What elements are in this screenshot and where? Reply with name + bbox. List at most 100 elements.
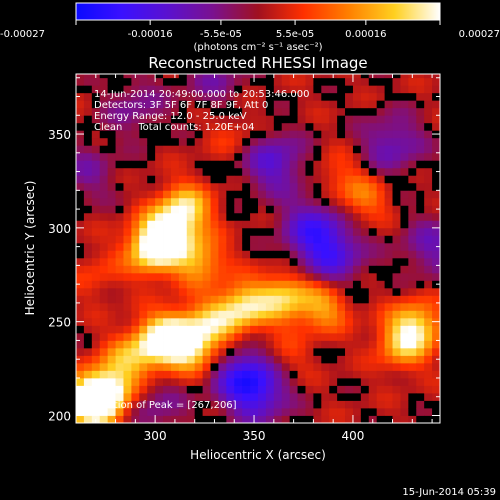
heatmap-cell [297,310,306,319]
heatmap-cell [83,107,93,116]
heatmap-cell [147,160,156,169]
heatmap-cell [155,400,164,409]
heatmap-cell [273,415,283,424]
heatmap-cell [202,227,211,236]
heatmap-cell [392,190,401,199]
heatmap-cell [242,280,251,289]
heatmap-cell [155,137,164,146]
heatmap-cell [289,100,298,109]
heatmap-cell [218,302,227,311]
heatmap-cell [258,107,267,116]
heatmap-cell [218,370,227,379]
heatmap-cell [416,400,425,409]
heatmap-cell [202,280,211,289]
heatmap-cell [210,385,219,394]
heatmap-cell [163,167,172,176]
heatmap-cell [289,205,298,214]
heatmap-cell [178,317,188,326]
heatmap-cell [178,407,188,416]
heatmap-cell [147,77,156,86]
heatmap-cell [305,257,314,266]
heatmap-cell [297,377,306,386]
heatmap-cell [289,355,298,364]
heatmap-cell [131,392,140,401]
heatmap-cell [186,415,196,424]
heatmap-cell [234,205,243,214]
heatmap-cell [297,370,306,379]
heatmap-cell [123,145,132,154]
heatmap-cell [194,310,204,319]
heatmap-cell [321,167,330,176]
heatmap-cell [345,265,354,274]
heatmap-cell [345,310,354,319]
heatmap-cell [99,137,109,146]
heatmap-cell [424,220,433,229]
heatmap-cell [384,370,393,379]
heatmap-cell [234,407,243,416]
heatmap-cell [368,137,378,146]
heatmap-cell [360,130,370,139]
heatmap-cell [147,122,156,131]
heatmap-cell [281,287,291,296]
heatmap-cell [329,355,338,364]
heatmap-cell [368,250,378,259]
heatmap-cell [273,362,283,371]
heatmap-cell [281,407,291,416]
heatmap-cell [392,115,401,124]
peak-position-label: Position of Peak = [267,206] [94,400,237,411]
heatmap-cell [218,152,227,161]
heatmap-cell [194,137,204,146]
heatmap-cell [345,130,354,139]
heatmap-cell [329,197,338,206]
heatmap-cell [226,74,235,79]
heatmap-cell [178,295,188,304]
heatmap-cell [139,400,148,409]
heatmap-cell [123,122,132,131]
heatmap-cell [242,377,251,386]
heatmap-cell [250,175,259,184]
heatmap-cell [329,347,338,356]
heatmap-cell [376,325,386,334]
heatmap-cell [107,220,116,229]
heatmap-cell [305,362,314,371]
heatmap-cell [83,115,93,124]
heatmap-cell [147,167,156,176]
heatmap-cell [297,272,306,281]
heatmap-cell [360,85,370,94]
heatmap-cell [360,167,370,176]
heatmap-cell [400,347,409,356]
heatmap-cell [250,235,259,244]
heatmap-cell [368,197,378,206]
heatmap-cell [250,392,259,401]
heatmap-cell [345,182,354,191]
heatmap-cell [83,340,93,349]
heatmap-cell [91,295,101,304]
heatmap-cell [99,272,109,281]
heatmap-cell [76,272,85,281]
heatmap-cell [147,100,156,109]
heatmap-cell [186,220,196,229]
heatmap-cell [289,182,298,191]
heatmap-cell [258,347,267,356]
heatmap-cell [155,77,164,86]
heatmap-cell [186,100,196,109]
heatmap-cell [194,325,204,334]
heatmap-cell [186,160,196,169]
heatmap-cell [170,220,180,229]
heatmap-cell [242,100,251,109]
heatmap-cell [186,212,196,221]
heatmap-cell [163,257,172,266]
heatmap-cell [416,160,425,169]
heatmap-cell [115,77,124,86]
heatmap-cell [155,392,164,401]
heatmap-cell [202,325,211,334]
heatmap-cell [345,287,354,296]
heatmap-cell [178,325,188,334]
heatmap-cell [368,332,378,341]
heatmap-cell [155,407,164,416]
heatmap-cell [384,77,393,86]
heatmap-cell [329,332,338,341]
heatmap-cell [178,227,188,236]
heatmap-cell [170,407,180,416]
heatmap-cell [186,175,196,184]
